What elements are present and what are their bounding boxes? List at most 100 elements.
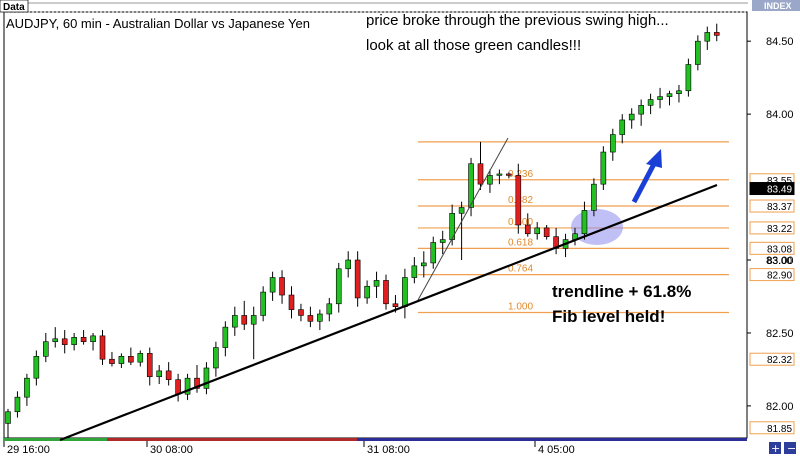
price-label: 83.37 [749, 199, 795, 213]
candle [515, 163, 522, 234]
y-tick-label: 84.50 [766, 36, 794, 48]
fib-anchor-line [417, 137, 509, 301]
candle [487, 169, 493, 193]
candle [222, 321, 229, 357]
chart-title: AUDJPY, 60 min - Australian Dollar vs Ja… [6, 16, 310, 31]
y-tick-label: 83.00 [766, 255, 794, 267]
candle [156, 365, 162, 385]
price-label: 82.32 [749, 352, 795, 366]
svg-text:83.08: 83.08 [767, 244, 792, 255]
candle [373, 271, 380, 298]
candle [458, 201, 465, 261]
candle [118, 353, 125, 368]
candle [496, 169, 503, 185]
candle [657, 87, 663, 109]
candle [619, 114, 626, 144]
zoom-in-button[interactable]: + [769, 442, 781, 455]
session-bar [4, 438, 747, 441]
candle [345, 251, 352, 278]
candle [326, 297, 333, 322]
y-tick-label: 82.50 [766, 328, 794, 340]
candle [609, 128, 616, 161]
x-tick-label: 31 08:00 [367, 444, 410, 456]
candle [90, 332, 96, 351]
svg-text:83.55: 83.55 [767, 176, 792, 187]
y-tick-labels: 84.50 84.00 83.00 82.50 82.00 [747, 36, 794, 413]
candle [14, 391, 21, 418]
index-tab-label: INDEX [764, 1, 792, 11]
candle [420, 251, 427, 278]
candle [80, 330, 87, 345]
candle [638, 99, 644, 126]
x-tick-label: 4 05:00 [538, 444, 575, 456]
index-tab[interactable]: INDEX [752, 0, 800, 11]
y-tick-label: 84.00 [766, 109, 794, 121]
candle [24, 373, 30, 406]
y-tick-label: 82.00 [766, 401, 794, 413]
candle [364, 280, 370, 304]
data-tab[interactable]: Data [0, 0, 29, 13]
candle [288, 286, 295, 319]
candle [713, 23, 720, 42]
candle [146, 347, 153, 386]
x-tick-label: 30 08:00 [150, 444, 193, 456]
annotation-bottom-line1: trendline + 61.8% [552, 282, 691, 301]
candle [704, 26, 711, 50]
minus-icon: − [787, 442, 796, 455]
candle [194, 365, 200, 393]
candle [128, 347, 134, 366]
svg-text:81.85: 81.85 [767, 424, 792, 435]
plot-area [3, 11, 748, 439]
price-label: 81.85 [749, 421, 795, 435]
price-label: 83.49 [749, 182, 795, 196]
fib-label: 0.236 [508, 169, 533, 180]
candle [184, 373, 191, 401]
candle [269, 271, 276, 301]
candle [298, 303, 304, 322]
svg-text:83.22: 83.22 [767, 224, 792, 235]
candle [695, 35, 701, 71]
candle [33, 350, 40, 386]
candle [241, 300, 248, 331]
candle [591, 178, 597, 217]
candle [99, 330, 106, 366]
zoom-out-button[interactable]: − [784, 442, 796, 455]
candle [666, 90, 673, 106]
svg-text:83.49: 83.49 [767, 185, 792, 196]
candle [165, 362, 172, 386]
candle [647, 93, 654, 115]
candle [581, 201, 588, 240]
fib-label: 0.618 [508, 237, 533, 248]
candle [600, 146, 607, 190]
candle [5, 408, 11, 438]
candle [543, 225, 550, 240]
price-label: 82.90 [749, 268, 795, 282]
candle [42, 332, 49, 363]
candle [71, 332, 77, 351]
candle [685, 58, 692, 97]
candle [213, 341, 219, 377]
price-label: 83.22 [749, 221, 795, 235]
fib-label: 0.764 [508, 264, 533, 275]
candle [109, 351, 115, 367]
candle [203, 362, 210, 395]
candle [430, 236, 437, 269]
svg-text:83.37: 83.37 [767, 202, 792, 213]
trendline [59, 183, 718, 442]
price-label: 83.08 [749, 241, 795, 255]
fib-label: 1.000 [508, 302, 533, 313]
candle [676, 84, 682, 103]
candle [439, 230, 446, 255]
candle [628, 108, 635, 129]
candle [354, 251, 361, 307]
candle [260, 286, 266, 322]
candle [411, 257, 418, 284]
annotation-top-line2: look at all those green candles!!! [366, 37, 581, 54]
candle [317, 309, 323, 331]
up-arrow-icon [631, 149, 662, 204]
x-tick-labels: 29 16:00 30 08:00 31 08:00 4 05:00 [3, 438, 575, 456]
candle [61, 330, 68, 354]
plus-icon: + [771, 442, 780, 455]
